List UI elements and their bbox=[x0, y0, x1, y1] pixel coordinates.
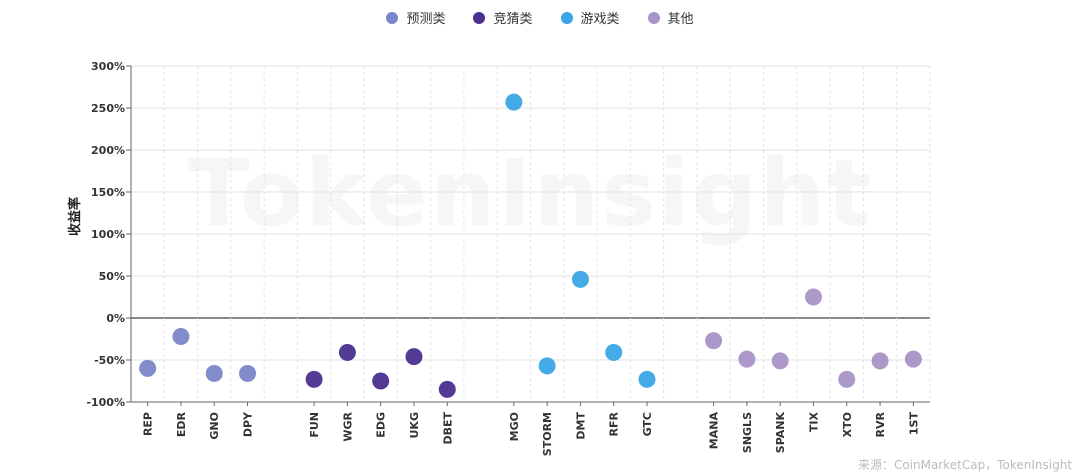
x-tick-label: MANA bbox=[708, 412, 721, 450]
x-tick-label: DBET bbox=[441, 412, 454, 445]
legend-label: 其他 bbox=[667, 12, 694, 27]
legend-dot-icon bbox=[647, 11, 660, 24]
data-point-xto bbox=[838, 370, 856, 388]
x-tick-label: XTO bbox=[841, 412, 854, 437]
x-tick-label: UKG bbox=[408, 412, 421, 439]
data-point-sngls bbox=[738, 350, 756, 368]
x-tick-label: FUN bbox=[308, 412, 321, 438]
x-tick-label: SNGLS bbox=[741, 412, 754, 453]
chart-legend: 预测类 竞猜类 游戏类 其他 bbox=[0, 8, 1080, 27]
x-tick-label: STORM bbox=[541, 412, 554, 456]
y-tick-label: 250% bbox=[91, 102, 125, 115]
legend-label: 竞猜类 bbox=[493, 12, 533, 27]
x-tick-label: GTC bbox=[641, 412, 654, 436]
x-tick-label: DPY bbox=[242, 411, 255, 437]
y-tick-label: -50% bbox=[94, 354, 125, 367]
data-point-tix bbox=[804, 288, 822, 306]
data-point-dmt bbox=[571, 270, 589, 288]
y-tick-label: 200% bbox=[91, 144, 125, 157]
data-point-gtc bbox=[638, 370, 656, 388]
y-tick-label: 0% bbox=[106, 312, 125, 325]
x-tick-label: TIX bbox=[807, 411, 820, 432]
y-tick-label: 50% bbox=[99, 270, 125, 283]
x-tick-label: MGO bbox=[508, 412, 521, 441]
legend-item-prediction[interactable]: 预测类 bbox=[386, 8, 445, 27]
legend-label: 游戏类 bbox=[580, 12, 620, 27]
y-tick-label: -100% bbox=[86, 396, 125, 409]
data-point-mgo bbox=[505, 93, 523, 111]
data-point-spank bbox=[771, 352, 789, 370]
legend-item-gaming[interactable]: 游戏类 bbox=[560, 8, 620, 27]
data-point-storm bbox=[538, 357, 556, 375]
x-tick-label: EDG bbox=[375, 412, 388, 438]
legend-dot-icon bbox=[386, 11, 399, 24]
x-tick-label: RFR bbox=[608, 411, 621, 436]
x-tick-label: SPANK bbox=[774, 412, 787, 454]
x-tick-label: 1ST bbox=[907, 412, 920, 436]
data-point-1st bbox=[904, 350, 922, 368]
legend-dot-icon bbox=[560, 11, 573, 24]
data-point-ukg bbox=[405, 348, 423, 366]
data-point-edr bbox=[172, 327, 190, 345]
x-tick-label: WGR bbox=[341, 411, 354, 441]
x-tick-label: RVR bbox=[874, 411, 887, 437]
x-tick-label: DMT bbox=[574, 412, 587, 440]
x-tick-label: EDR bbox=[175, 411, 188, 437]
legend-item-other[interactable]: 其他 bbox=[647, 8, 694, 27]
data-point-wgr bbox=[338, 343, 356, 361]
y-tick-label: 150% bbox=[91, 186, 125, 199]
data-point-gno bbox=[205, 364, 223, 382]
data-point-rep bbox=[139, 359, 157, 377]
y-tick-label: 100% bbox=[91, 228, 125, 241]
y-tick-label: 300% bbox=[91, 60, 125, 73]
data-point-rvr bbox=[871, 352, 889, 370]
data-point-fun bbox=[305, 370, 323, 388]
data-point-edg bbox=[372, 372, 390, 390]
legend-item-betting[interactable]: 竞猜类 bbox=[473, 8, 533, 27]
data-point-rfr bbox=[605, 343, 623, 361]
data-point-dpy bbox=[239, 364, 257, 382]
x-tick-label: REP bbox=[142, 412, 155, 436]
legend-label: 预测类 bbox=[406, 12, 446, 27]
data-point-dbet bbox=[438, 380, 456, 398]
data-point-mana bbox=[705, 332, 723, 350]
legend-dot-icon bbox=[473, 11, 486, 24]
x-tick-label: GNO bbox=[208, 412, 221, 440]
